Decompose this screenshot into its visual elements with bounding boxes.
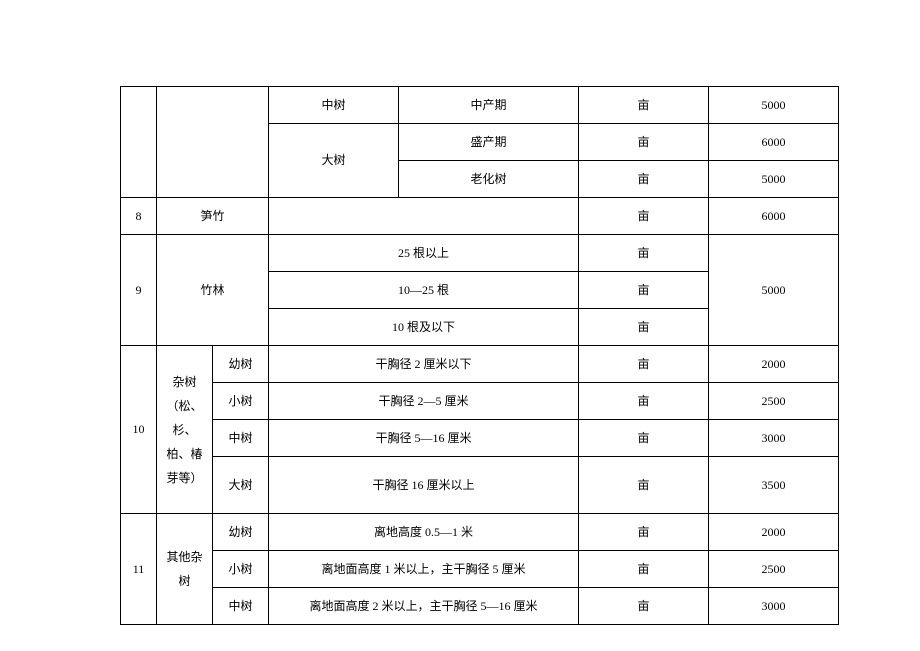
cell-val: 2000 bbox=[709, 346, 839, 383]
cell-name: 笋竹 bbox=[157, 198, 269, 235]
cell-desc: 离地高度 0.5—1 米 bbox=[269, 514, 579, 551]
compensation-table: 中树 中产期 亩 5000 大树 盛产期 亩 6000 老化树 亩 5000 8… bbox=[120, 86, 839, 625]
cell-name: 竹林 bbox=[157, 235, 269, 346]
cell-sub: 中树 bbox=[269, 87, 399, 124]
cell-sub: 大树 bbox=[269, 124, 399, 198]
cell-unit: 亩 bbox=[579, 87, 709, 124]
cell-desc: 干胸径 2—5 厘米 bbox=[269, 383, 579, 420]
cell-val: 5000 bbox=[709, 87, 839, 124]
cell-val: 3000 bbox=[709, 588, 839, 625]
cell-idx: 10 bbox=[121, 346, 157, 514]
cell-unit: 亩 bbox=[579, 272, 709, 309]
cell-val: 2500 bbox=[709, 383, 839, 420]
cell-unit: 亩 bbox=[579, 346, 709, 383]
cell-prev-name bbox=[157, 87, 269, 198]
cell-unit: 亩 bbox=[579, 309, 709, 346]
cell-prev-idx bbox=[121, 87, 157, 198]
cell-sub: 中树 bbox=[213, 588, 269, 625]
cell-val: 3500 bbox=[709, 457, 839, 514]
cell-val: 5000 bbox=[709, 235, 839, 346]
cell-desc: 干胸径 2 厘米以下 bbox=[269, 346, 579, 383]
cell-unit: 亩 bbox=[579, 383, 709, 420]
cell-unit: 亩 bbox=[579, 588, 709, 625]
cell-desc: 盛产期 bbox=[399, 124, 579, 161]
cell-val: 6000 bbox=[709, 124, 839, 161]
cell-name: 其他杂树 bbox=[157, 514, 213, 625]
cell-idx: 9 bbox=[121, 235, 157, 346]
cell-desc: 10—25 根 bbox=[269, 272, 579, 309]
cell-idx: 8 bbox=[121, 198, 157, 235]
cell-sub: 中树 bbox=[213, 420, 269, 457]
cell-val: 3000 bbox=[709, 420, 839, 457]
cell-desc: 10 根及以下 bbox=[269, 309, 579, 346]
cell-idx: 11 bbox=[121, 514, 157, 625]
cell-desc bbox=[269, 198, 579, 235]
cell-desc: 离地面高度 1 米以上，主干胸径 5 厘米 bbox=[269, 551, 579, 588]
cell-desc: 25 根以上 bbox=[269, 235, 579, 272]
cell-sub: 大树 bbox=[213, 457, 269, 514]
cell-desc: 干胸径 16 厘米以上 bbox=[269, 457, 579, 514]
cell-unit: 亩 bbox=[579, 420, 709, 457]
cell-unit: 亩 bbox=[579, 161, 709, 198]
cell-unit: 亩 bbox=[579, 457, 709, 514]
cell-desc: 离地面高度 2 米以上，主干胸径 5—16 厘米 bbox=[269, 588, 579, 625]
cell-desc: 老化树 bbox=[399, 161, 579, 198]
cell-val: 6000 bbox=[709, 198, 839, 235]
cell-val: 2500 bbox=[709, 551, 839, 588]
cell-sub: 小树 bbox=[213, 383, 269, 420]
cell-desc: 中产期 bbox=[399, 87, 579, 124]
cell-name: 杂树（松、杉、柏、椿芽等） bbox=[157, 346, 213, 514]
cell-unit: 亩 bbox=[579, 514, 709, 551]
cell-val: 2000 bbox=[709, 514, 839, 551]
cell-unit: 亩 bbox=[579, 198, 709, 235]
cell-val: 5000 bbox=[709, 161, 839, 198]
cell-desc: 干胸径 5—16 厘米 bbox=[269, 420, 579, 457]
cell-unit: 亩 bbox=[579, 235, 709, 272]
cell-unit: 亩 bbox=[579, 124, 709, 161]
cell-sub: 幼树 bbox=[213, 346, 269, 383]
cell-sub: 小树 bbox=[213, 551, 269, 588]
cell-sub: 幼树 bbox=[213, 514, 269, 551]
cell-unit: 亩 bbox=[579, 551, 709, 588]
